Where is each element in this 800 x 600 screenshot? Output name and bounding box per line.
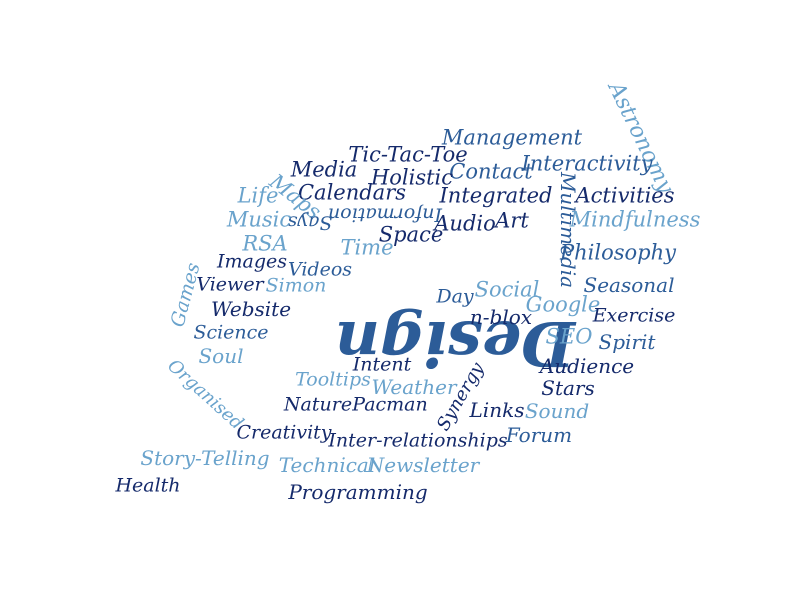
- word-contact: Contact: [449, 159, 533, 184]
- word-google: Google: [525, 292, 601, 317]
- word-weather: Weather: [371, 375, 457, 399]
- word-images: Images: [216, 250, 288, 273]
- word-sound: Sound: [524, 399, 590, 423]
- word-n-blox: n-blox: [469, 305, 533, 329]
- word-forum: Forum: [505, 423, 573, 447]
- word-philosophy: Philosophy: [560, 240, 676, 265]
- word-videos: Videos: [287, 258, 353, 281]
- word-organised: Organised: [163, 355, 248, 435]
- word-tooltips: Tooltips: [295, 368, 371, 391]
- word-soul: Soul: [198, 344, 244, 368]
- word-activities: Activities: [575, 183, 675, 208]
- word-information: Information: [327, 203, 443, 226]
- word-website: Website: [210, 297, 292, 321]
- word-simon: Simon: [265, 274, 327, 297]
- word-interactivity: Interactivity: [521, 151, 653, 176]
- word-mindfulness: Mindfulness: [569, 207, 701, 232]
- word-time: Time: [340, 235, 394, 260]
- word-tic-tac-toe: Tic-Tac-Toe: [348, 142, 468, 167]
- word-day: Day: [436, 285, 474, 308]
- word-audience: Audience: [539, 354, 635, 378]
- word-creativity: Creativity: [236, 421, 332, 444]
- word-viewer: Viewer: [196, 273, 264, 296]
- word-music: Music: [226, 207, 292, 232]
- word-life: Life: [237, 183, 279, 208]
- word-rsa: RSA: [242, 231, 288, 256]
- word-management: Management: [441, 125, 583, 150]
- word-stars: Stars: [541, 376, 595, 400]
- word-inter-relationships: Inter-relationships: [328, 429, 508, 452]
- word-audio: Audio: [434, 211, 496, 236]
- word-exercise: Exercise: [592, 304, 676, 327]
- word-pacman: Pacman: [352, 393, 428, 416]
- word-holistic: Holistic: [370, 165, 454, 190]
- word-media: Media: [290, 157, 358, 182]
- word-astronomy: Astronomy: [602, 78, 679, 198]
- word-science: Science: [193, 321, 269, 344]
- word-seo: SEO: [545, 324, 593, 349]
- word-intent: Intent: [352, 353, 412, 376]
- word-nature: Nature: [283, 393, 353, 416]
- word-links: Links: [469, 398, 525, 422]
- word-programming: Programming: [288, 480, 428, 504]
- word-spirit: Spirit: [598, 330, 656, 354]
- word-health: Health: [115, 474, 181, 497]
- word-seasonal: Seasonal: [583, 273, 675, 297]
- word-social: Social: [474, 277, 540, 302]
- word-technical: Technical: [278, 453, 376, 477]
- word-calendars: Calendars: [297, 180, 407, 205]
- word-integrated: Integrated: [439, 183, 553, 208]
- word-space: Space: [378, 222, 444, 247]
- word-art: Art: [495, 208, 529, 233]
- word-story-telling: Story-Telling: [140, 446, 270, 470]
- word-says: Says: [287, 211, 333, 234]
- word-newsletter: Newsletter: [366, 453, 480, 477]
